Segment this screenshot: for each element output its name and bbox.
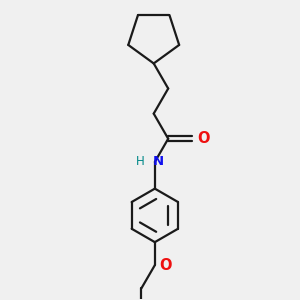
Text: O: O (159, 258, 172, 273)
Text: H: H (136, 155, 145, 168)
Text: N: N (153, 155, 164, 168)
Text: O: O (197, 131, 209, 146)
